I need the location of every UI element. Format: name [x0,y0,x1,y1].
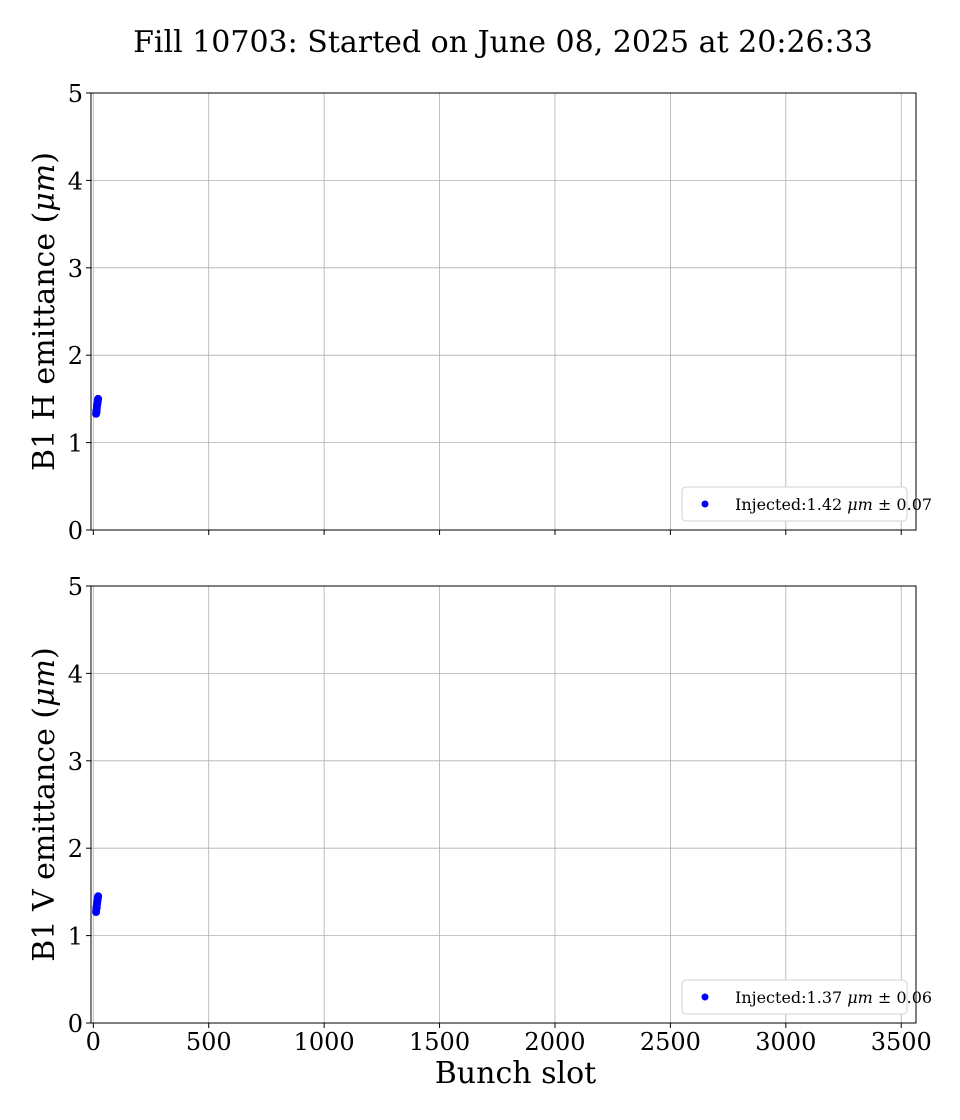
chart-title: Fill 10703: Started on June 08, 2025 at … [133,25,873,60]
y-tick-label: 1 [68,923,83,951]
y-tick-label: 4 [68,660,83,688]
legend-box [681,979,908,1015]
x-tick-label: 3500 [871,1028,932,1056]
legend-box [681,486,908,522]
x-tick-label: 1500 [409,1028,470,1056]
y-tick-label: 4 [68,167,83,195]
axes-frame [90,92,917,531]
legend-label: Injected:1.37 μm ± 0.06 [735,988,932,1007]
y-axis-label: B1 H emittance (μm) [27,152,62,471]
x-axis-label: Bunch slot [435,1056,596,1091]
x-tick-label: 1000 [294,1028,355,1056]
legend-label: Injected:1.42 μm ± 0.07 [735,495,932,514]
legend-marker [701,500,709,508]
y-tick-label: 5 [68,573,83,601]
y-tick-label: 2 [68,835,83,863]
y-axis-label-suffix: ) [27,647,62,659]
y-axis-label-suffix: ) [27,152,62,164]
x-tick-label: 0 [86,1028,101,1056]
data-point [94,394,103,403]
legend: Injected:1.42 μm ± 0.07 [681,486,932,522]
legend-label-prefix: Injected:1.37 [735,988,847,1007]
legend-marker [701,993,709,1001]
y-tick-label: 1 [68,430,83,458]
y-tick-label: 0 [68,517,83,545]
legend-label-prefix: Injected:1.42 [735,495,847,514]
y-tick-label: 3 [68,748,83,776]
x-tick-label: 2000 [524,1028,585,1056]
y-axis-label-prefix: B1 H emittance ( [27,212,62,471]
y-axis-label-unit: μm [27,659,62,707]
legend-label-unit: μm [847,988,873,1007]
data-point [94,892,103,901]
y-tick-label: 3 [68,255,83,283]
y-axis-label-prefix: B1 V emittance ( [27,707,62,962]
legend-label-suffix: ± 0.06 [873,988,932,1007]
y-axis-label-unit: μm [27,164,62,212]
x-tick-label: 2500 [640,1028,701,1056]
x-tick-label: 500 [186,1028,232,1056]
chart-panel-2: 0 500 1000 1500 2000 2500 3000 3500 0 1 2 3 4 5 B1 V e… [27,573,932,1091]
legend: Injected:1.37 μm ± 0.06 [681,979,932,1015]
legend-label-unit: μm [847,495,873,514]
axes-frame [90,585,917,1024]
y-axis-label: B1 V emittance (μm) [27,647,62,961]
legend-label-suffix: ± 0.07 [873,495,932,514]
y-tick-label: 2 [68,342,83,370]
y-tick-label: 0 [68,1010,83,1038]
y-tick-label: 5 [68,80,83,108]
x-tick-label: 3000 [755,1028,816,1056]
